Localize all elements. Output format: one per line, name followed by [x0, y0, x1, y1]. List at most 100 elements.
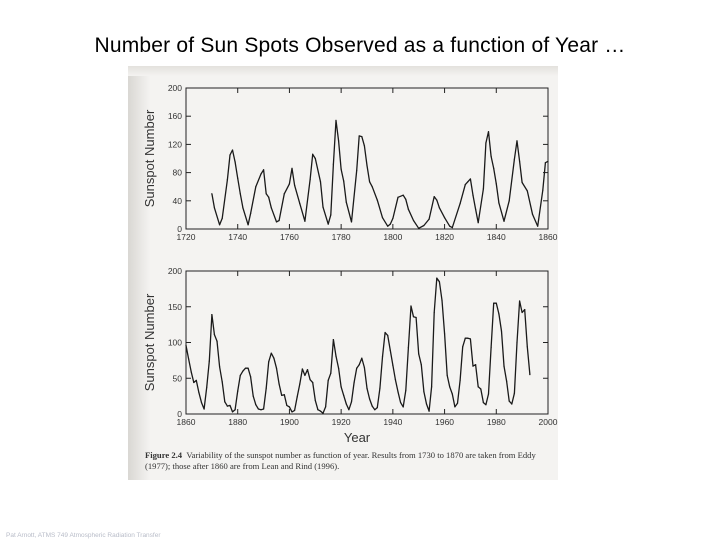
- data-point: [229, 404, 231, 407]
- data-point: [200, 401, 203, 404]
- x-tick-label: 1860: [177, 417, 196, 427]
- data-point: [485, 404, 487, 406]
- data-point: [464, 183, 466, 186]
- data-point: [278, 383, 280, 385]
- data-point: [500, 330, 503, 332]
- data-point: [397, 391, 399, 393]
- data-point: [392, 217, 394, 220]
- data-point: [325, 406, 327, 408]
- data-point: [485, 142, 487, 144]
- data-point: [495, 183, 497, 185]
- y-tick-label: 50: [173, 373, 183, 383]
- data-point: [312, 153, 314, 155]
- data-point: [495, 302, 497, 304]
- data-point: [508, 400, 510, 402]
- data-point: [475, 208, 477, 210]
- data-point: [319, 410, 322, 412]
- data-point: [402, 406, 404, 408]
- data-point: [412, 316, 415, 318]
- data-point: [327, 223, 329, 225]
- data-point: [412, 219, 415, 222]
- caption-text: Variability of the sunspot number as fun…: [145, 450, 536, 471]
- data-point: [381, 356, 384, 358]
- x-tick-label: 1960: [435, 417, 454, 427]
- data-point: [487, 393, 490, 395]
- data-point: [436, 277, 438, 279]
- data-point: [480, 388, 482, 390]
- data-point: [247, 367, 249, 369]
- data-point: [467, 181, 469, 183]
- data-point: [286, 404, 288, 407]
- data-point: [415, 316, 417, 319]
- data-point: [296, 396, 298, 398]
- data-point: [270, 352, 272, 354]
- data-point: [268, 196, 270, 198]
- data-point: [490, 346, 492, 349]
- data-point: [262, 169, 265, 171]
- data-point: [433, 311, 435, 314]
- data-point: [438, 281, 440, 283]
- data-point: [371, 186, 373, 188]
- data-point: [304, 374, 306, 376]
- data-point: [237, 390, 239, 392]
- y-tick-label: 200: [168, 266, 182, 276]
- x-tick-label: 1920: [332, 417, 351, 427]
- x-tick-label: 1780: [332, 232, 351, 242]
- data-point: [511, 403, 513, 405]
- data-point: [387, 225, 389, 227]
- plot-frame: [185, 87, 549, 230]
- data-point: [469, 338, 472, 340]
- scan-shadow-top: [128, 66, 558, 76]
- data-point: [185, 344, 187, 346]
- data-point: [459, 203, 461, 205]
- data-point: [343, 394, 345, 397]
- data-point: [366, 164, 368, 167]
- x-tick-label: 1740: [228, 232, 247, 242]
- x-tick-label: 1940: [383, 417, 402, 427]
- data-point: [275, 221, 278, 223]
- y-tick-label: 160: [168, 111, 182, 121]
- caption-label: Figure 2.4: [145, 450, 183, 460]
- data-point: [503, 220, 505, 222]
- data-point: [213, 207, 216, 209]
- data-point: [361, 136, 363, 138]
- data-point: [371, 405, 373, 407]
- x-tick-label: 1760: [280, 232, 299, 242]
- data-point: [425, 403, 428, 405]
- data-point: [428, 410, 430, 412]
- data-point: [537, 225, 539, 227]
- data-point: [449, 225, 451, 227]
- data-point: [446, 374, 448, 376]
- data-point: [294, 409, 296, 412]
- data-point: [516, 140, 518, 142]
- data-point: [195, 379, 197, 381]
- data-point: [361, 357, 363, 359]
- data-point: [294, 184, 296, 186]
- data-point: [234, 409, 236, 411]
- data-point: [348, 409, 350, 411]
- data-point: [237, 177, 239, 179]
- data-point: [335, 119, 337, 122]
- data-point: [475, 364, 477, 366]
- data-point: [436, 199, 438, 201]
- data-point: [513, 392, 515, 394]
- data-point: [317, 409, 319, 411]
- x-tick-label: 1860: [539, 232, 558, 242]
- x-tick-label: 1840: [487, 232, 506, 242]
- data-point: [275, 367, 278, 369]
- data-point: [400, 401, 402, 404]
- data-point: [456, 402, 459, 404]
- data-point: [490, 155, 492, 157]
- data-point: [526, 190, 528, 192]
- data-point: [379, 387, 381, 389]
- data-point: [213, 334, 216, 336]
- data-point: [462, 346, 464, 348]
- data-point: [283, 193, 285, 195]
- data-point: [366, 387, 368, 389]
- data-point: [283, 394, 285, 396]
- data-point: [231, 411, 234, 413]
- data-point: [219, 366, 221, 368]
- data-point: [418, 227, 420, 229]
- y-tick-label: 120: [168, 139, 182, 149]
- data-point: [265, 387, 267, 389]
